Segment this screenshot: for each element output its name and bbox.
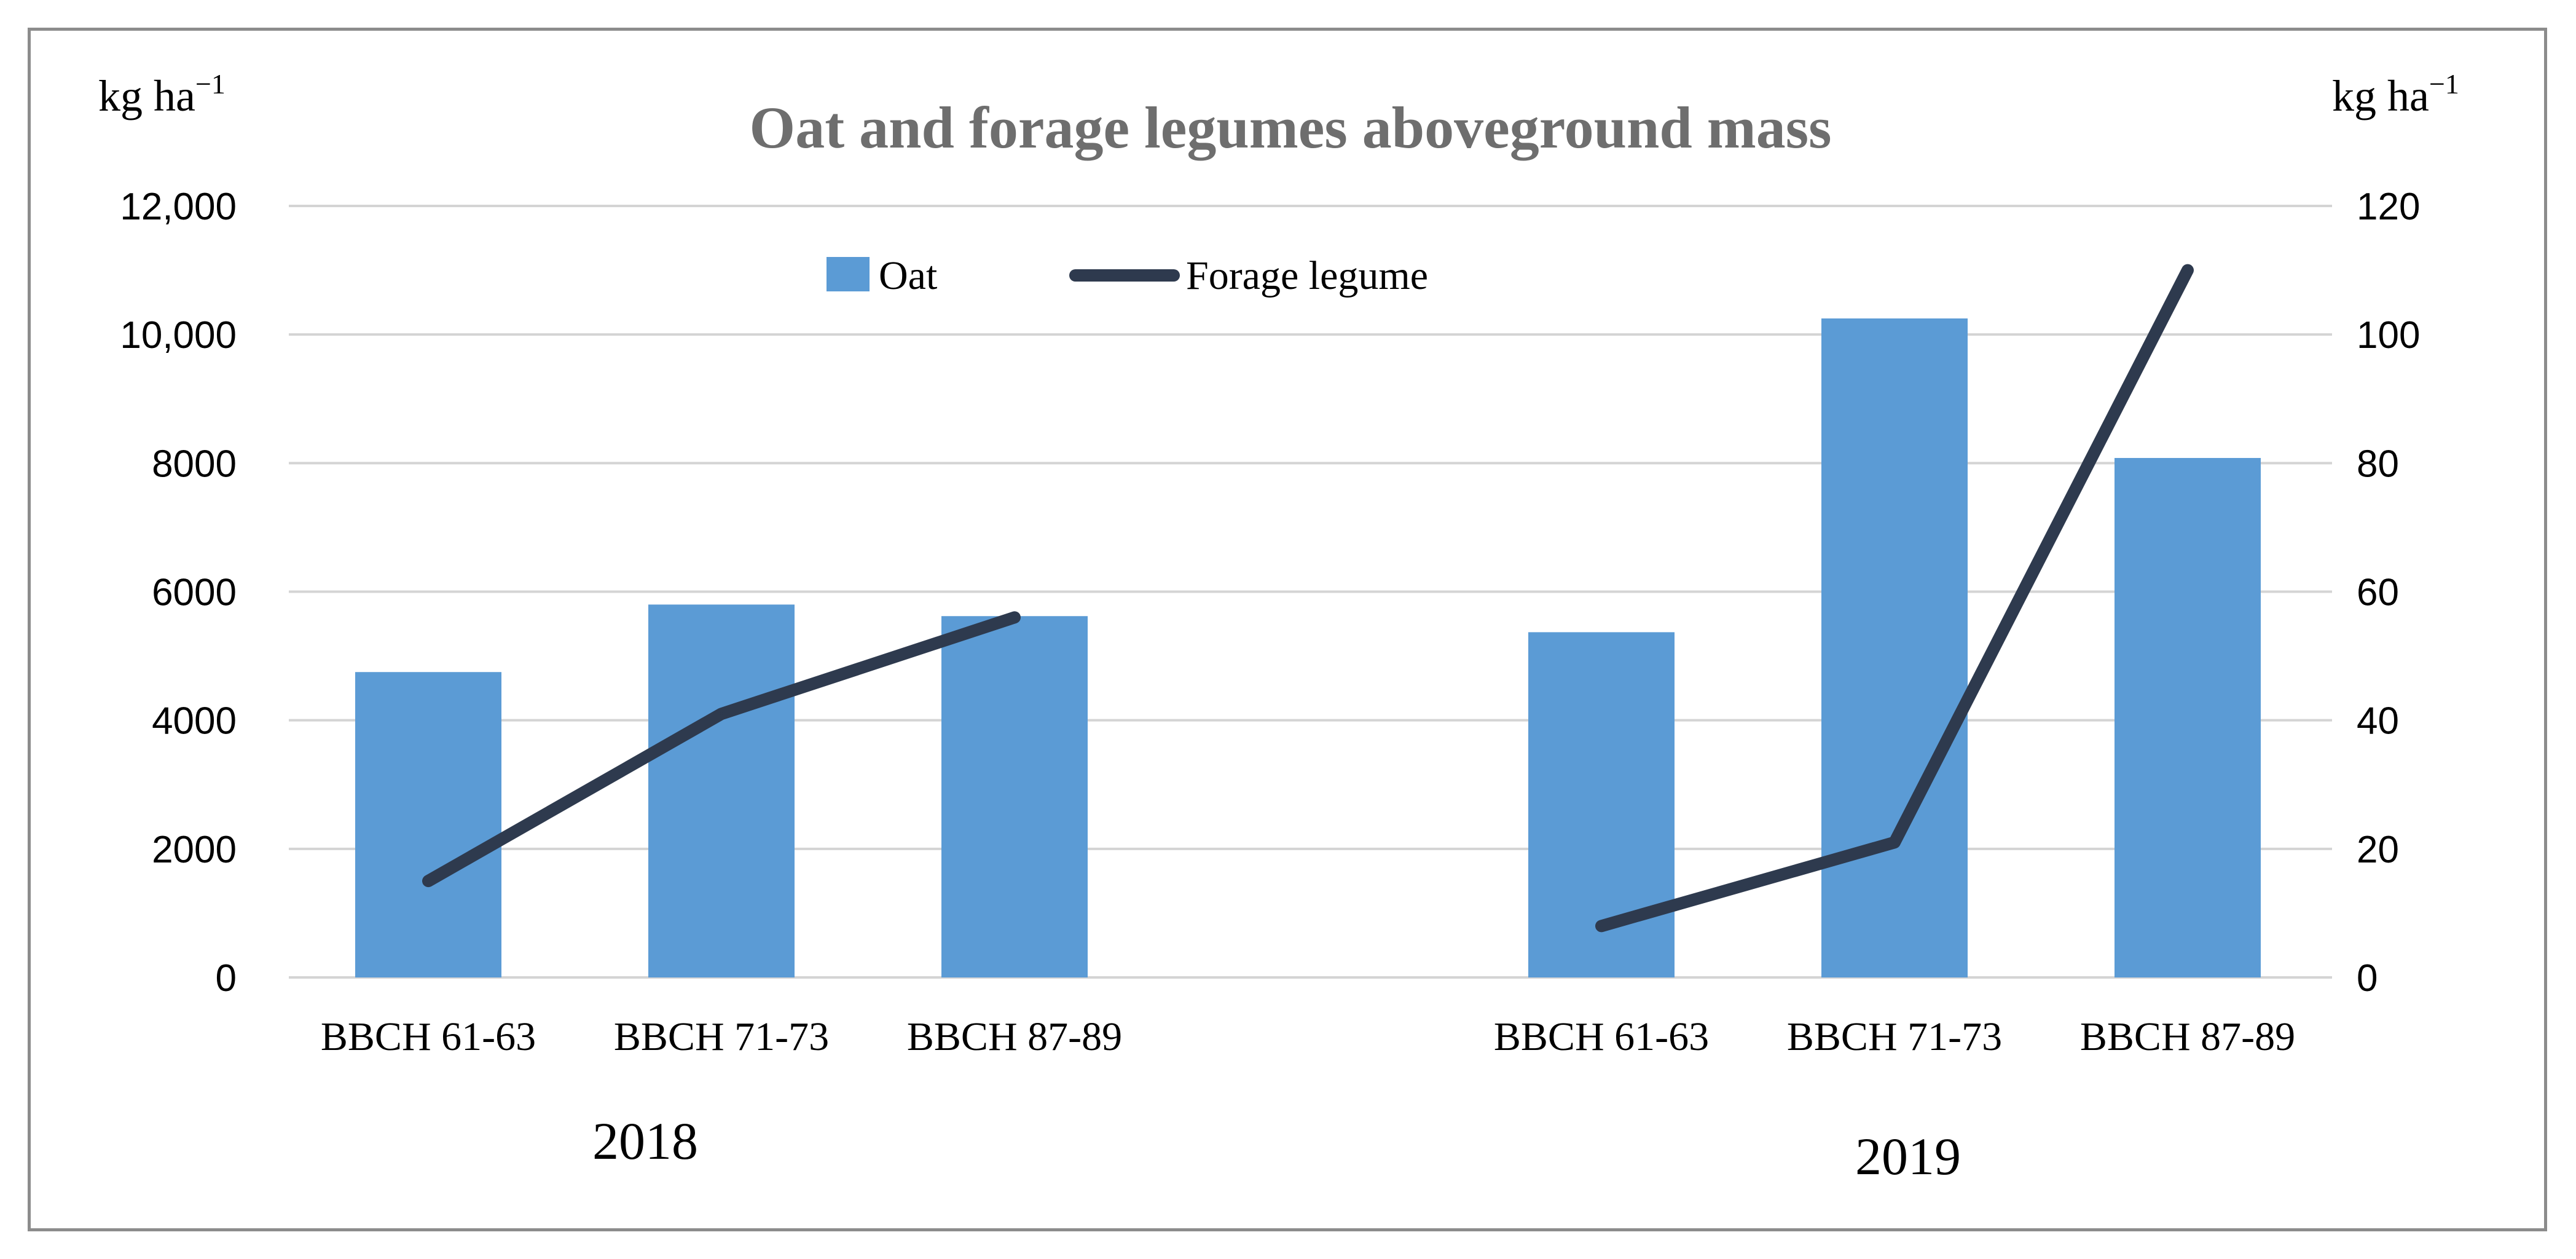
category-label: BBCH 87-89 xyxy=(2080,1014,2295,1059)
left-tick-label: 10,000 xyxy=(120,314,237,357)
right-tick-label: 20 xyxy=(2357,829,2399,871)
forage-legume-point xyxy=(427,880,430,883)
legend-label-oat: Oat xyxy=(879,253,937,298)
category-label: BBCH 61-63 xyxy=(1494,1014,1709,1059)
legend: Oat Forage legume xyxy=(827,253,1428,298)
gridlines xyxy=(289,205,2332,979)
right-axis-unit-base: kg ha xyxy=(2332,71,2429,120)
left-axis-unit-base: kg ha xyxy=(98,71,195,120)
left-tick-label: 8000 xyxy=(152,443,237,485)
left-tick-label: 4000 xyxy=(152,700,237,743)
group-label: 2018 xyxy=(592,1111,698,1170)
chart-svg: Oat and forage legumes aboveground mass … xyxy=(98,68,2459,1186)
left-axis-unit-exponent: −1 xyxy=(195,68,226,100)
left-tick-label: 12,000 xyxy=(120,186,237,228)
oat-bars xyxy=(355,318,2261,977)
right-tick-label: 40 xyxy=(2357,700,2399,743)
right-tick-label: 100 xyxy=(2357,314,2420,357)
right-tick-label: 0 xyxy=(2357,957,2378,1000)
right-axis-unit-exponent: −1 xyxy=(2429,68,2459,100)
category-labels: BBCH 61-63 BBCH 71-73 BBCH 87-89 BBCH 61-63… xyxy=(321,1014,2295,1059)
oat-bar xyxy=(648,604,795,977)
forage-legume-point xyxy=(2186,269,2189,272)
right-tick-label: 80 xyxy=(2357,443,2399,485)
forage-legume-point xyxy=(1600,925,1603,928)
oat-bar xyxy=(1821,318,1968,977)
left-tick-label: 6000 xyxy=(152,572,237,614)
left-tick-label: 2000 xyxy=(152,829,237,871)
forage-legume-point xyxy=(1893,841,1896,844)
category-label: BBCH 87-89 xyxy=(907,1014,1122,1059)
forage-legume-line xyxy=(422,264,2194,933)
forage-legume-point xyxy=(1013,616,1016,619)
chart-title: Oat and forage legumes aboveground mass xyxy=(750,95,1832,160)
left-axis-ticks: 0 2000 4000 6000 8000 10,000 12,000 xyxy=(120,186,237,1000)
legend-label-forage-legume: Forage legume xyxy=(1186,253,1428,298)
forage-legume-point xyxy=(720,712,723,716)
right-axis-ticks: 0 20 40 60 80 100 120 xyxy=(2357,186,2420,1000)
legend-swatch-oat xyxy=(827,257,870,291)
category-label: BBCH 61-63 xyxy=(321,1014,536,1059)
right-tick-label: 60 xyxy=(2357,572,2399,614)
oat-bar xyxy=(941,616,1088,977)
right-axis-unit: kg ha−1 xyxy=(2332,68,2459,120)
left-tick-label: 0 xyxy=(216,957,237,1000)
group-labels: 2018 2019 xyxy=(592,1111,1961,1186)
category-label: BBCH 71-73 xyxy=(1787,1014,2002,1059)
chart-frame: Oat and forage legumes aboveground mass … xyxy=(28,28,2547,1231)
left-axis-unit: kg ha−1 xyxy=(98,68,226,120)
right-tick-label: 120 xyxy=(2357,186,2420,228)
group-label: 2019 xyxy=(1855,1127,1961,1186)
category-label: BBCH 71-73 xyxy=(614,1014,829,1059)
oat-bar xyxy=(2115,457,2261,977)
oat-bar xyxy=(355,672,501,977)
